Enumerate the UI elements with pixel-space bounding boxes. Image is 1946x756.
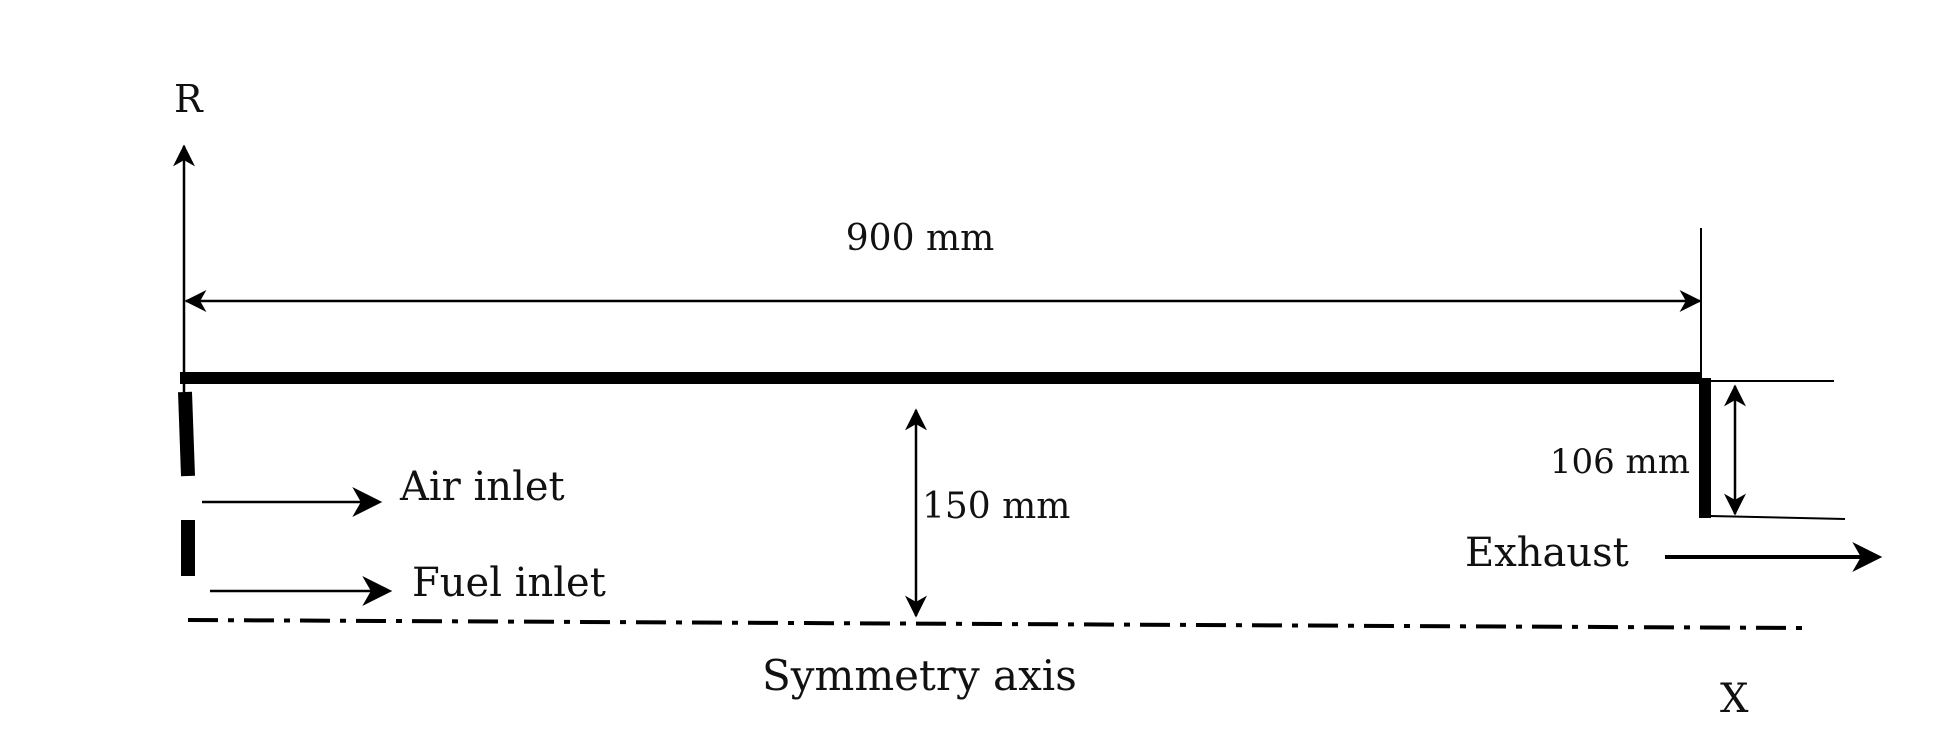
symmetry-axis-line — [187, 618, 1807, 630]
inlet-wall-upper — [178, 391, 195, 477]
symmetry-axis-label: Symmetry axis — [762, 651, 1077, 700]
outlet-label: 106 mm — [1550, 442, 1690, 482]
exhaust-label: Exhaust — [1465, 530, 1629, 576]
air-inlet-label: Air inlet — [399, 464, 565, 510]
fuel-inlet-label: Fuel inlet — [412, 560, 606, 606]
r-axis-label: R — [174, 77, 204, 121]
length-label: 900 mm — [846, 218, 994, 259]
radius-label: 150 mm — [922, 486, 1070, 527]
outlet-bottom-reference — [1709, 515, 1846, 520]
x-axis-label: X — [1720, 676, 1749, 722]
